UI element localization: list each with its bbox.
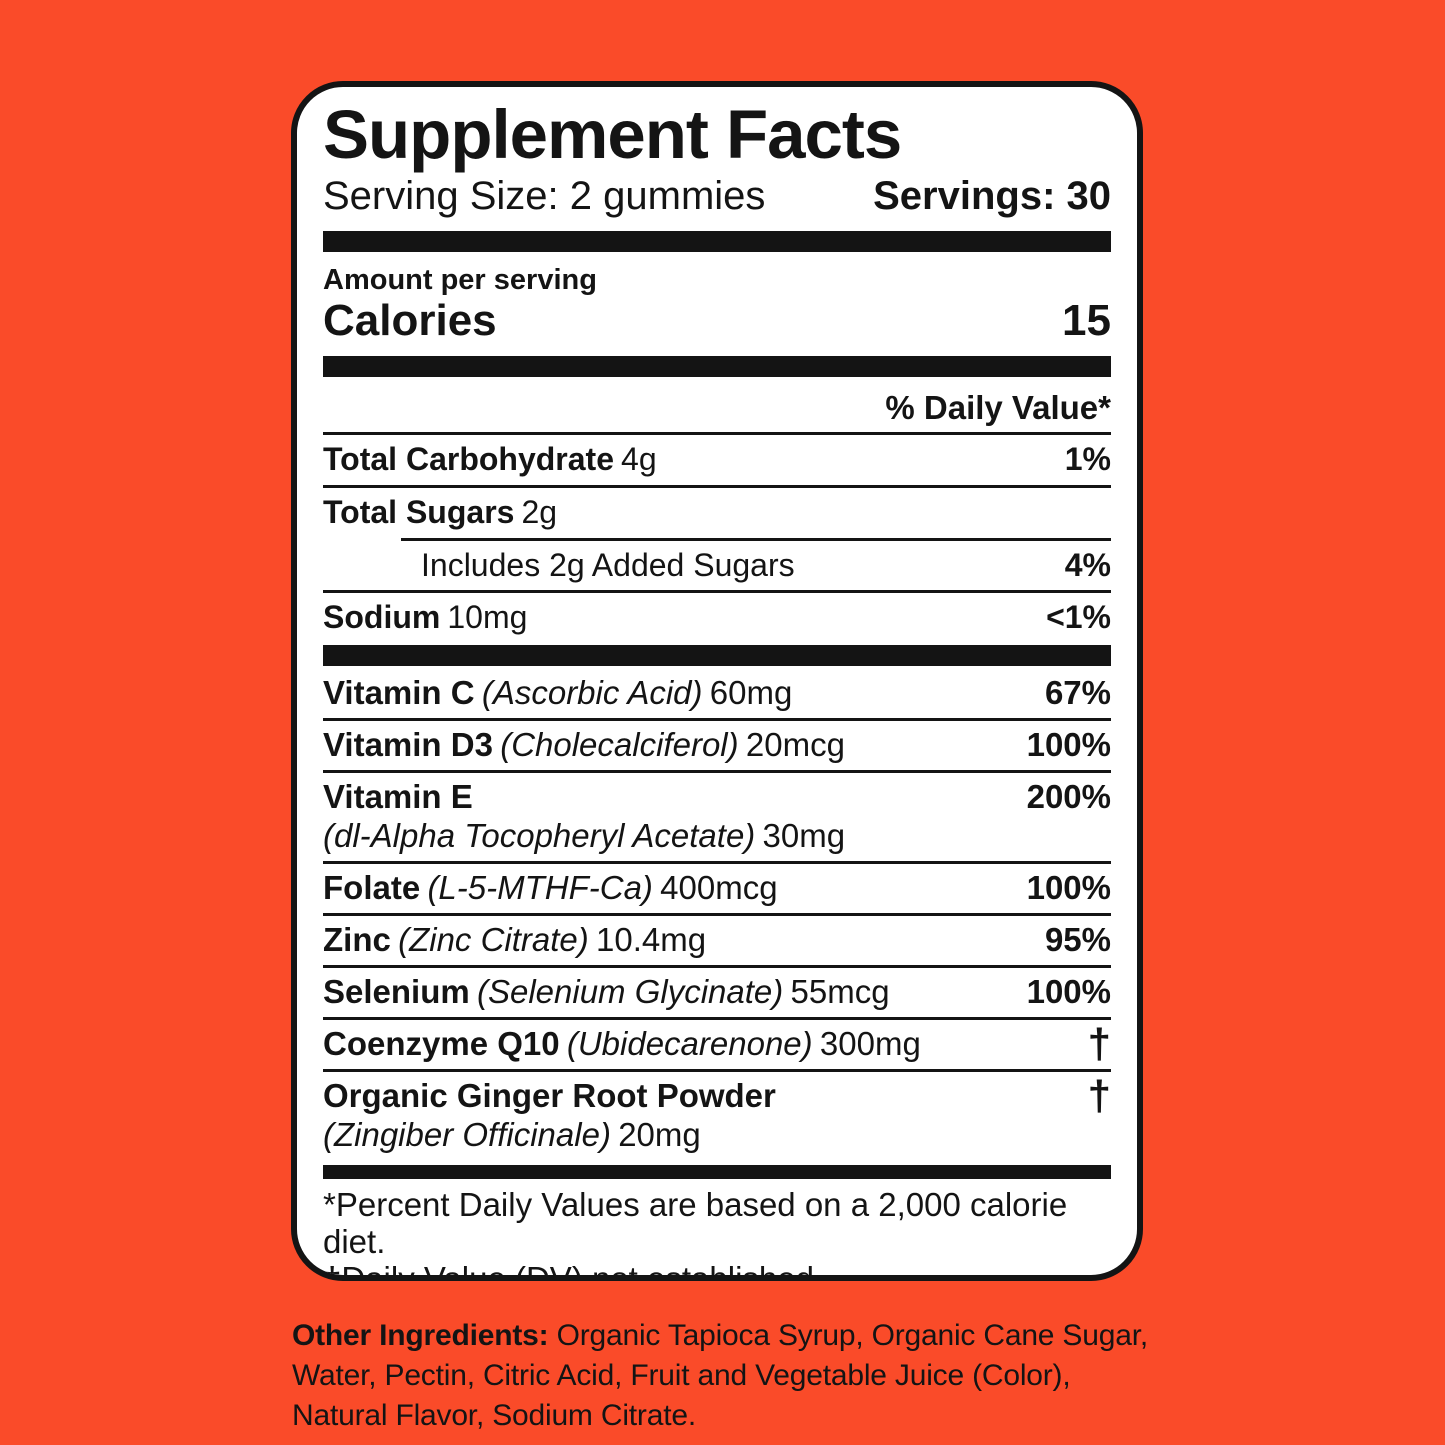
other-ingredients: Other Ingredients: Organic Tapioca Syrup… bbox=[292, 1316, 1160, 1436]
nutrient-source: (L-5-MTHF-Ca) bbox=[427, 868, 653, 906]
row-left: Sodium 10mg bbox=[323, 599, 527, 637]
other-ingredients-text: Organic Tapioca Syrup, Organic Cane Suga… bbox=[292, 1319, 1148, 1432]
row-zinc: Zinc (Zinc Citrate) 10.4mg 95% bbox=[323, 912, 1111, 965]
nutrient-amount: 10mg bbox=[447, 599, 528, 636]
nutrient-source: (Zingiber Officinale) bbox=[323, 1115, 611, 1153]
row-vitamin-c: Vitamin C (Ascorbic Acid) 60mg 67% bbox=[323, 669, 1111, 718]
separator-bar bbox=[323, 645, 1111, 667]
calories-value: 15 bbox=[1062, 295, 1111, 345]
nutrient-source: (Ubidecarenone) bbox=[566, 1024, 813, 1062]
nutrient-name: Sodium bbox=[323, 599, 441, 636]
nutrient-name: Vitamin C bbox=[323, 674, 475, 712]
nutrient-amount: 400mcg bbox=[660, 868, 778, 906]
nutrient-name: Vitamin E bbox=[323, 778, 473, 816]
nutrient-amount: 2g bbox=[521, 493, 558, 530]
nutrient-name: Total Carbohydrate bbox=[323, 441, 614, 478]
daily-value: <1% bbox=[1046, 599, 1111, 636]
separator-bar bbox=[323, 230, 1111, 252]
nutrient-source: (Cholecalciferol) bbox=[500, 726, 739, 764]
daily-value: 200% bbox=[1026, 778, 1111, 816]
nutrient-amount: 60mg bbox=[709, 674, 793, 712]
nutrient-source: (dl-Alpha Tocopheryl Acetate) bbox=[323, 817, 756, 855]
row-total-sugars: Total Sugars 2g bbox=[323, 488, 1111, 538]
daily-value: 100% bbox=[1026, 868, 1111, 906]
row-added-sugars: Includes 2g Added Sugars 4% bbox=[401, 537, 1111, 591]
nutrient-name: Coenzyme Q10 bbox=[323, 1024, 560, 1062]
row-left: Vitamin D3 (Cholecalciferol) 20mcg bbox=[323, 726, 845, 765]
row-vitamin-d3: Vitamin D3 (Cholecalciferol) 20mcg 100% bbox=[323, 718, 1111, 770]
row-left: Includes 2g Added Sugars bbox=[421, 547, 795, 585]
amount-per-serving-label: Amount per serving bbox=[323, 263, 597, 296]
nutrient-name: Zinc bbox=[323, 920, 391, 958]
row-left: Vitamin C (Ascorbic Acid) 60mg bbox=[323, 674, 792, 713]
serving-row: Serving Size: 2 gummies Servings: 30 bbox=[323, 174, 1111, 219]
footnotes: *Percent Daily Values are based on a 2,0… bbox=[323, 1185, 1111, 1281]
nutrient-amount: 30mg bbox=[762, 817, 846, 855]
nutrient-name: Folate bbox=[323, 868, 421, 906]
nutrient-amount: 55mcg bbox=[790, 972, 890, 1010]
nutrient-amount: Includes 2g Added Sugars bbox=[421, 546, 795, 583]
daily-value: 1% bbox=[1064, 441, 1111, 478]
nutrient-name: Selenium bbox=[323, 972, 470, 1010]
nutrient-name: Organic Ginger Root Powder bbox=[323, 1076, 776, 1114]
row-left: Total Carbohydrate 4g bbox=[323, 441, 657, 479]
daily-value-dagger: † bbox=[1087, 1071, 1111, 1119]
nutrient-name: Total Sugars bbox=[323, 493, 515, 530]
nutrient-amount: 4g bbox=[621, 441, 657, 478]
row-total-carbohydrate: Total Carbohydrate 4g 1% bbox=[323, 435, 1111, 488]
footnote-dv-not-established: †Daily Value (DV) not established. bbox=[323, 1260, 824, 1281]
row-vitamin-e: Vitamin E (dl-Alpha Tocopheryl Acetate) 3… bbox=[323, 770, 1111, 861]
row-left: Vitamin E (dl-Alpha Tocopheryl Acetate) 3… bbox=[323, 778, 845, 856]
separator-bar bbox=[323, 356, 1111, 378]
daily-value: 4% bbox=[1064, 546, 1111, 583]
row-sodium: Sodium 10mg <1% bbox=[323, 590, 1111, 643]
panel-title: Supplement Facts bbox=[323, 96, 902, 173]
daily-value-dagger: † bbox=[1087, 1019, 1111, 1067]
row-coenzyme-q10: Coenzyme Q10 (Ubidecarenone) 300mg † bbox=[323, 1016, 1111, 1069]
calories-label: Calories bbox=[323, 295, 497, 345]
nutrient-amount: 20mg bbox=[618, 1115, 701, 1153]
nutrient-amount: 10.4mg bbox=[596, 920, 707, 958]
row-organic-ginger-root-powder: Organic Ginger Root Powder (Zingiber Off… bbox=[323, 1068, 1111, 1160]
separator-bar bbox=[323, 1164, 1111, 1179]
row-folate: Folate (L-5-MTHF-Ca) 400mcg 100% bbox=[323, 860, 1111, 913]
serving-size-label: Serving Size: 2 gummies bbox=[323, 174, 766, 219]
row-left: Selenium (Selenium Glycinate) 55mcg bbox=[323, 973, 890, 1012]
nutrient-amount: 300mg bbox=[819, 1024, 921, 1062]
calories-row: Calories 15 bbox=[323, 295, 1111, 345]
nutrient-amount: 20mcg bbox=[745, 726, 845, 764]
row-left: Coenzyme Q10 (Ubidecarenone) 300mg bbox=[323, 1025, 921, 1064]
nutrient-source: (Ascorbic Acid) bbox=[481, 674, 703, 712]
row-left: Folate (L-5-MTHF-Ca) 400mcg bbox=[323, 869, 778, 908]
daily-value-header: % Daily Value* bbox=[323, 383, 1111, 436]
row-left: Zinc (Zinc Citrate) 10.4mg bbox=[323, 921, 706, 960]
footnote-percent-dv: *Percent Daily Values are based on a 2,0… bbox=[323, 1185, 1068, 1260]
row-left: Organic Ginger Root Powder (Zingiber Off… bbox=[323, 1077, 776, 1155]
daily-value: 100% bbox=[1026, 726, 1111, 764]
row-left: Total Sugars 2g bbox=[323, 494, 557, 532]
daily-value: 95% bbox=[1044, 920, 1111, 958]
supplement-facts-panel: Supplement Facts Serving Size: 2 gummies… bbox=[291, 81, 1143, 1281]
servings-count-label: Servings: 30 bbox=[873, 174, 1111, 219]
daily-value: 67% bbox=[1044, 674, 1111, 712]
nutrient-name: Vitamin D3 bbox=[323, 726, 493, 764]
other-ingredients-label: Other Ingredients: bbox=[292, 1319, 549, 1352]
nutrient-source: (Zinc Citrate) bbox=[398, 920, 589, 958]
row-selenium: Selenium (Selenium Glycinate) 55mcg 100% bbox=[323, 964, 1111, 1017]
daily-value: 100% bbox=[1026, 972, 1111, 1010]
nutrient-source: (Selenium Glycinate) bbox=[476, 972, 784, 1010]
